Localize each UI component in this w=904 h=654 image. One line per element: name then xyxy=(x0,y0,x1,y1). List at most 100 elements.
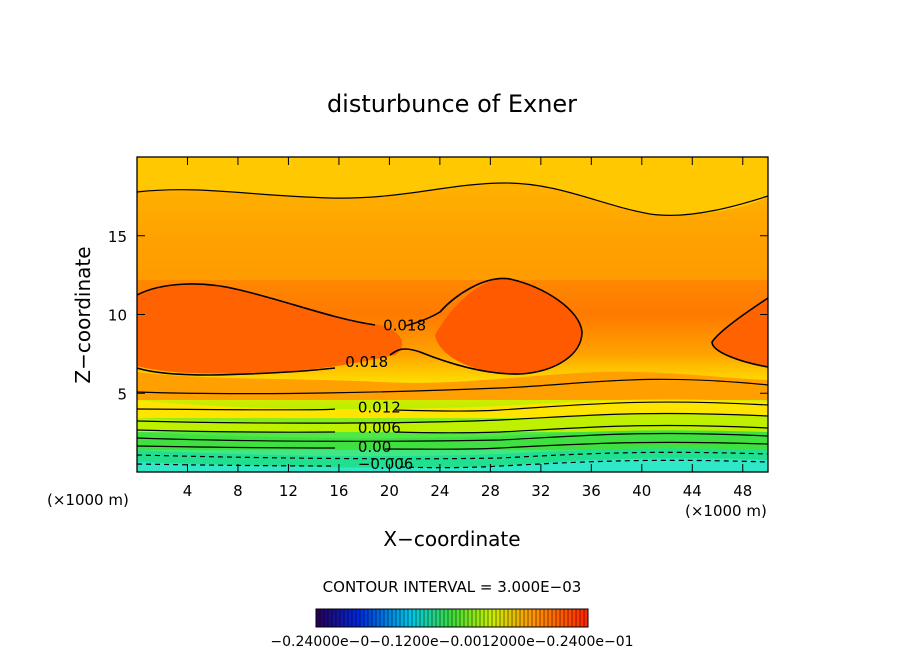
colorbar-cell xyxy=(372,609,377,627)
colorbar-cell xyxy=(556,609,561,627)
red-region-center xyxy=(435,278,582,375)
red-region-right xyxy=(712,298,768,367)
x-unit-right: (×1000 m) xyxy=(685,502,767,520)
colorbar-cell xyxy=(408,609,413,627)
contour-line-neg003 xyxy=(137,451,768,460)
colorbar-cell xyxy=(352,609,357,627)
x-tick-label: 36 xyxy=(582,482,601,500)
colorbar-cell xyxy=(448,609,453,627)
contour-line-top xyxy=(137,182,768,216)
colorbar-cell xyxy=(336,609,341,627)
colorbar-cell xyxy=(388,609,393,627)
colorbar-cell xyxy=(368,609,373,627)
colorbar-cell xyxy=(496,609,501,627)
chart-title: disturbunce of Exner xyxy=(327,90,577,118)
contour-line-012 xyxy=(137,401,768,412)
colorbar-cell xyxy=(544,609,549,627)
colorbar-cell xyxy=(560,609,565,627)
contour-label: 0.006 xyxy=(358,419,401,437)
contour-line-006 xyxy=(137,424,768,434)
contour-label: 0.018 xyxy=(345,353,388,371)
colorbar-cell xyxy=(392,609,397,627)
y-tick-label: 15 xyxy=(108,228,127,246)
colorbar-cell xyxy=(536,609,541,627)
colorbar-cell xyxy=(380,609,385,627)
colorbar xyxy=(315,608,589,628)
colorbar-cell xyxy=(504,609,509,627)
colorbar-cell xyxy=(436,609,441,627)
colorbar-cell xyxy=(416,609,421,627)
contour-line-018-left xyxy=(137,277,583,376)
colorbar-cell xyxy=(376,609,381,627)
x-tick-label: 40 xyxy=(632,482,651,500)
colorbar-cell xyxy=(584,609,589,627)
red-region-left xyxy=(137,283,403,374)
colorbar-cell xyxy=(360,609,365,627)
contour-line-mid xyxy=(137,378,768,395)
colorbar-cell xyxy=(328,609,333,627)
x-tick-label: 44 xyxy=(683,482,702,500)
x-tick-label: 8 xyxy=(233,482,243,500)
colorbar-cell xyxy=(484,609,489,627)
colorbar-cell xyxy=(340,609,345,627)
colorbar-cell xyxy=(384,609,389,627)
contour-line-neg006 xyxy=(137,459,768,469)
colorbar-cell xyxy=(468,609,473,627)
colorbar-cell xyxy=(548,609,553,627)
contour-line-009 xyxy=(137,412,768,424)
colorbar-cell xyxy=(488,609,493,627)
colorbar-cell xyxy=(456,609,461,627)
colorbar-cell xyxy=(576,609,581,627)
colorbar-cell xyxy=(420,609,425,627)
colorbar-cell xyxy=(452,609,457,627)
colorbar-cell xyxy=(512,609,517,627)
yellow-band-top xyxy=(137,157,768,216)
x-tick-label: 24 xyxy=(430,482,449,500)
orange-band-upper xyxy=(137,183,768,280)
x-unit-left: (×1000 m) xyxy=(47,491,129,509)
contour-label: 0.012 xyxy=(358,398,401,416)
contour-label: 0.018 xyxy=(383,317,426,335)
colorbar-cell xyxy=(364,609,369,627)
x-tick-label: 16 xyxy=(329,482,348,500)
colorbar-cell xyxy=(320,609,325,627)
colorbar-cell xyxy=(324,609,329,627)
y-tick-label: 10 xyxy=(108,307,127,325)
y-axis-label: Z−coordinate xyxy=(71,246,95,383)
contour-line-000 xyxy=(137,441,768,450)
colorbar-cell xyxy=(472,609,477,627)
colorbar-cell xyxy=(568,609,573,627)
colorbar-cell xyxy=(432,609,437,627)
colorbar-cell xyxy=(460,609,465,627)
contour-label: −0.006 xyxy=(358,455,414,473)
colorbar-cell xyxy=(520,609,525,627)
colorbar-cell xyxy=(492,609,497,627)
x-tick-label: 12 xyxy=(279,482,298,500)
cyan-band xyxy=(137,458,768,472)
colorbar-cell xyxy=(580,609,585,627)
colorbar-cell xyxy=(404,609,409,627)
colorbar-cell xyxy=(316,609,321,627)
plot-area xyxy=(137,157,768,472)
x-tick-label: 4 xyxy=(183,482,193,500)
colorbar-cell xyxy=(524,609,529,627)
colorbar-cell xyxy=(356,609,361,627)
colorbar-labels: −0.24000e−0−0.1200e−0.0012000e−0.2400e−0… xyxy=(270,634,633,650)
yellow-band-mid xyxy=(137,399,768,418)
y-tick-label: 5 xyxy=(117,385,127,403)
colorbar-frame xyxy=(315,608,589,628)
colorbar-cell xyxy=(464,609,469,627)
colorbar-cell xyxy=(332,609,337,627)
colorbar-cell xyxy=(516,609,521,627)
colorbar-cell xyxy=(424,609,429,627)
colorbar-cell xyxy=(540,609,545,627)
contour-label: 0.00 xyxy=(358,438,391,456)
colorbar-cell xyxy=(400,609,405,627)
colorbar-cell xyxy=(572,609,577,627)
yellowgreen-band xyxy=(137,413,768,432)
colorbar-cell xyxy=(508,609,513,627)
colorbar-cell xyxy=(348,609,353,627)
